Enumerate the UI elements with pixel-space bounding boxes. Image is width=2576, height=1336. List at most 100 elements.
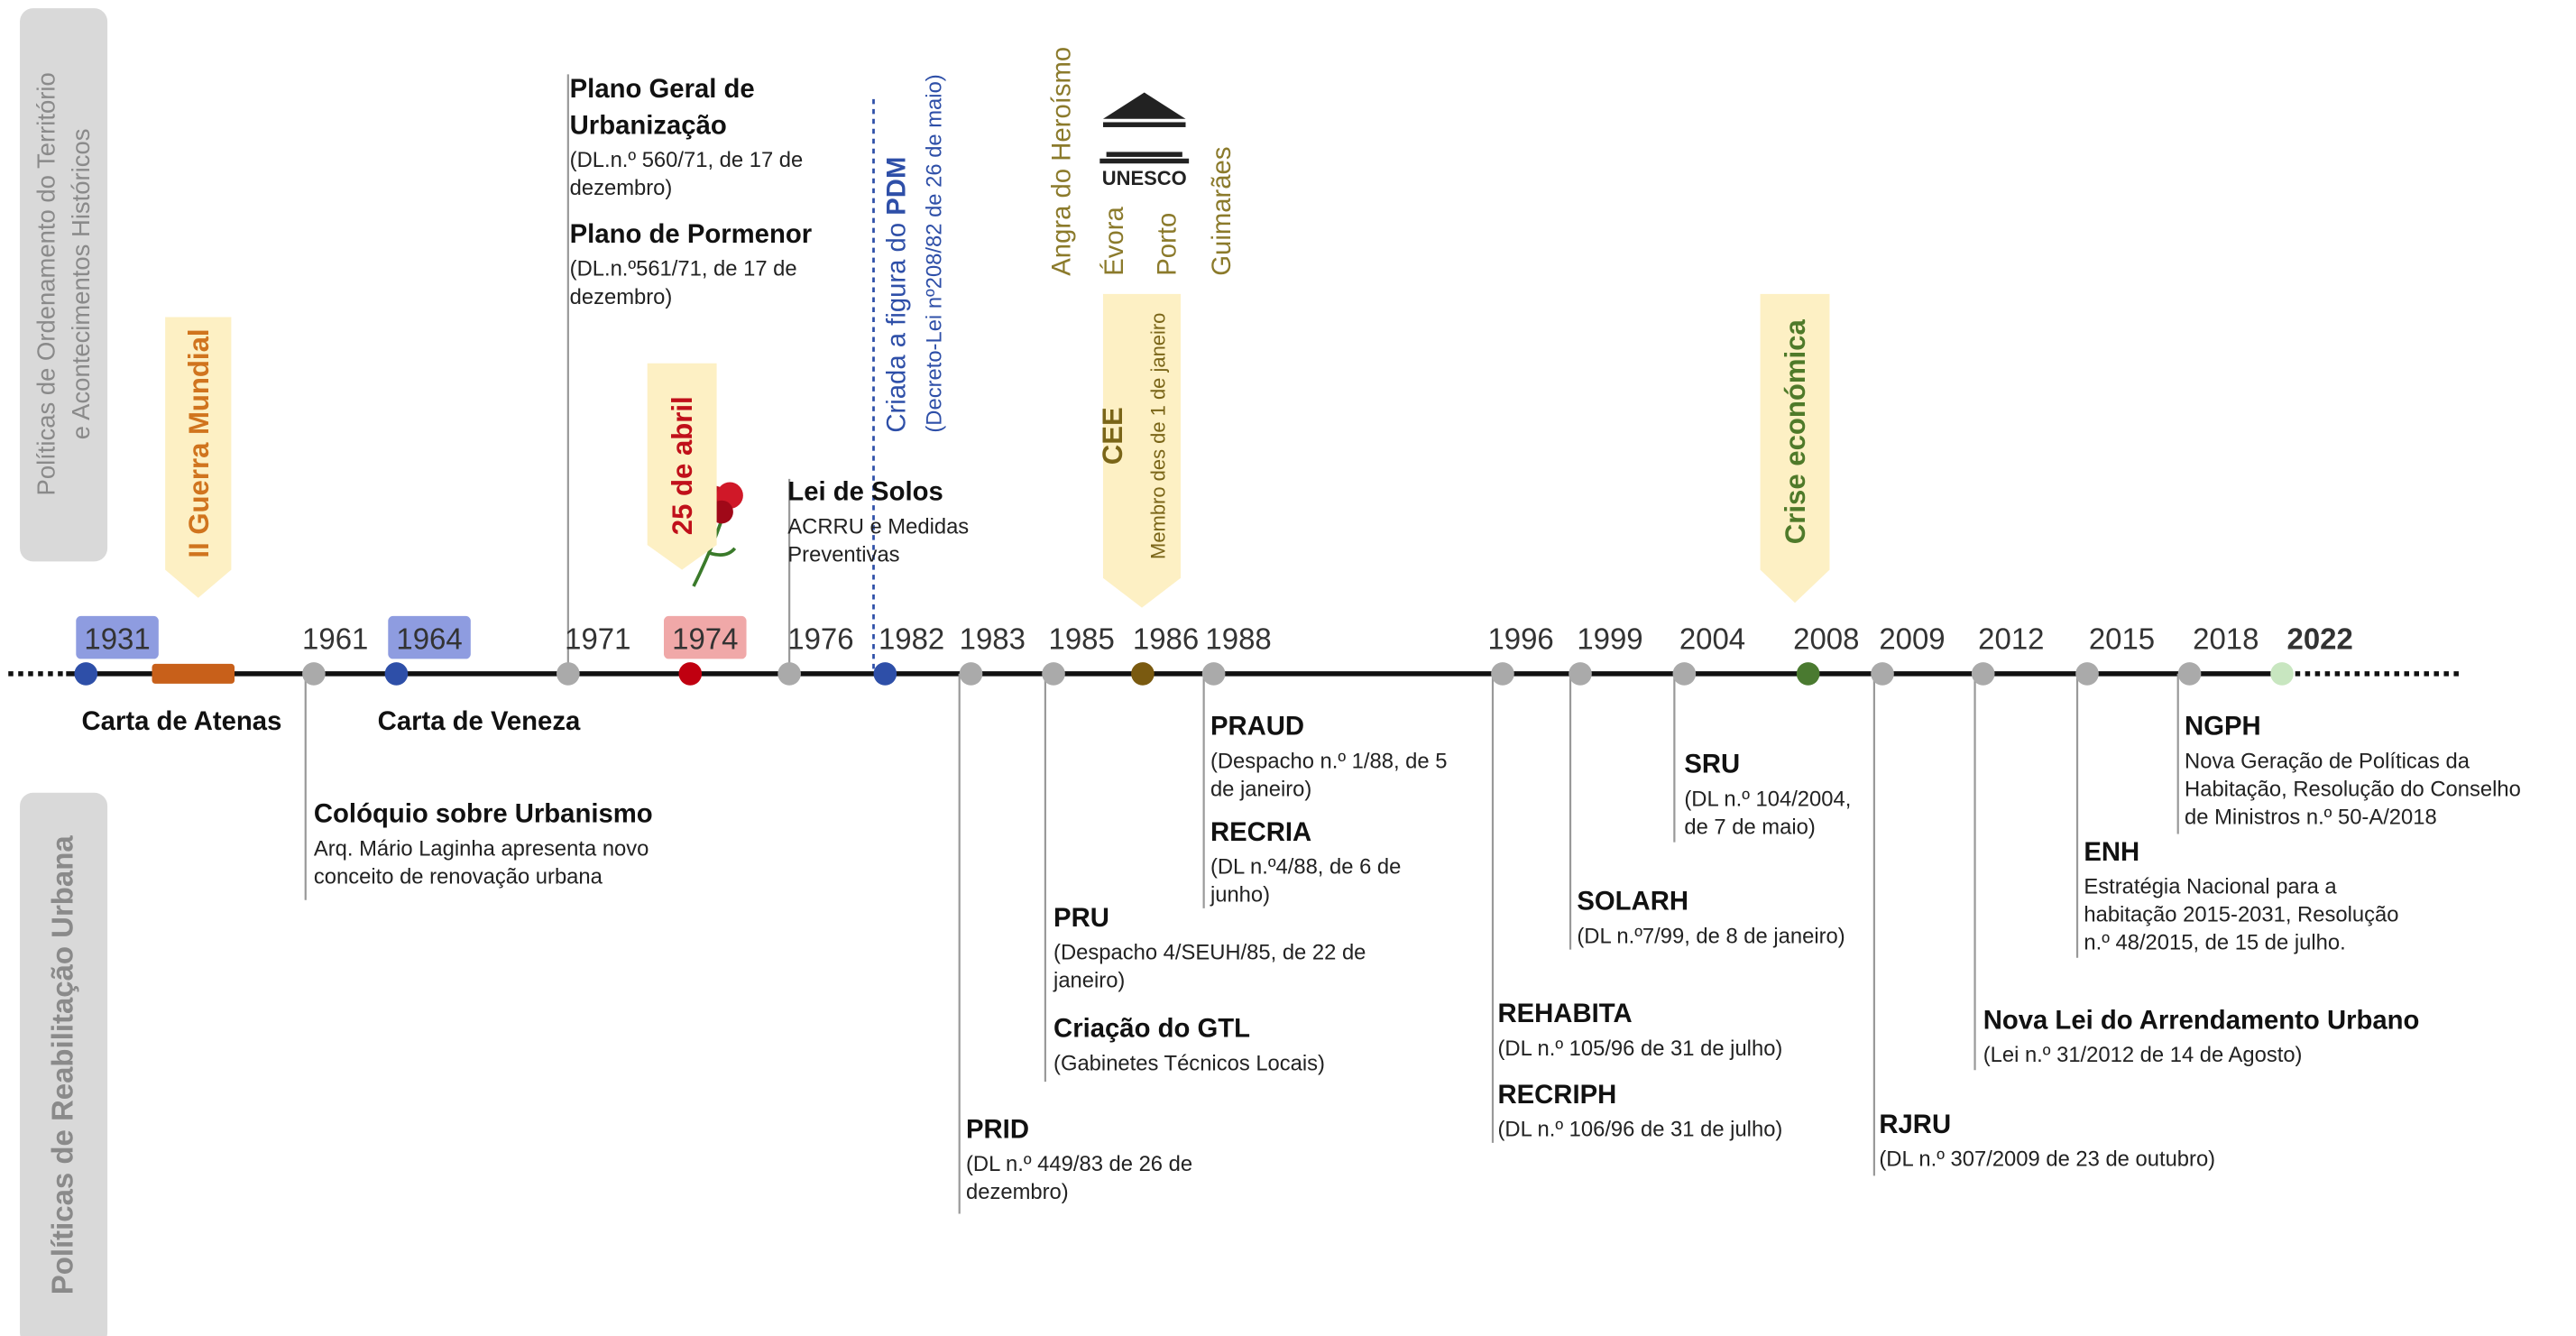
unesco-logo xyxy=(1099,92,1190,164)
charter-label: Carta de Veneza xyxy=(378,706,581,736)
event-detail: ACRRU e Medidas xyxy=(787,514,969,539)
year-dot xyxy=(1569,662,1592,686)
banner xyxy=(1760,293,1830,604)
event-title: Lei de Solos xyxy=(787,477,943,507)
banner-text: CEE xyxy=(1097,407,1128,465)
event-detail: dezembro) xyxy=(966,1180,1069,1204)
event-title: REHABITA xyxy=(1497,999,1632,1028)
event-title: PRU xyxy=(1053,903,1109,933)
event-detail: de 7 de maio) xyxy=(1684,815,1815,839)
year-label: 2022 xyxy=(2287,622,2353,655)
year-label: 1999 xyxy=(1577,622,1642,655)
year-dot xyxy=(1201,662,1226,686)
event-detail: (DL n.º4/88, de 6 de xyxy=(1210,854,1401,879)
side-label: Políticas de Reabilitação Urbana xyxy=(46,835,79,1295)
year-dot xyxy=(1491,662,1514,686)
year-label: 1974 xyxy=(672,622,738,655)
year-box xyxy=(76,615,159,659)
year-dot xyxy=(302,662,326,686)
banner-text: 25 de abril xyxy=(667,396,698,535)
event-detail: Estratégia Nacional para a xyxy=(2084,874,2337,898)
year-dot xyxy=(1672,662,1697,686)
event-title: NGPH xyxy=(2185,712,2261,742)
event-detail: (Gabinetes Técnicos Locais) xyxy=(1053,1051,1325,1075)
unesco-city: Angra do Heroísmo xyxy=(1046,47,1076,276)
banner-subtext: Membro des de 1 de janeiro xyxy=(1147,313,1170,559)
year-label: 1986 xyxy=(1133,622,1199,655)
event-detail: Nova Geração de Políticas da xyxy=(2185,749,2470,773)
event-detail: janeiro) xyxy=(1053,969,1125,993)
year-dot xyxy=(384,662,409,686)
event-detail: (DL n.º 105/96 de 31 de julho) xyxy=(1497,1037,1782,1061)
year-label: 1985 xyxy=(1049,622,1115,655)
year-label: 2008 xyxy=(1793,622,1859,655)
banner xyxy=(1102,293,1182,608)
year-label: 1982 xyxy=(879,622,944,655)
year-label: 2012 xyxy=(1978,622,2044,655)
year-label: 1983 xyxy=(960,622,1026,655)
year-dot xyxy=(557,662,580,686)
unesco-city: Évora xyxy=(1099,207,1129,276)
event-title: SRU xyxy=(1684,750,1740,779)
pdm-law: (Decreto-Lei nº208/82 de 26 de maio) xyxy=(923,74,947,432)
event-title: Criação do GTL xyxy=(1053,1014,1250,1044)
year-dot xyxy=(1131,662,1155,686)
side-label: e Acontecimentos Históricos xyxy=(67,129,95,440)
side-panel xyxy=(20,8,108,562)
year-dot xyxy=(777,662,801,686)
banner-text: Crise económica xyxy=(1780,319,1811,545)
year-label: 1961 xyxy=(302,622,368,655)
event-title: RECRIA xyxy=(1210,817,1311,847)
year-label: 1971 xyxy=(565,622,630,655)
year-box xyxy=(388,615,471,659)
year-label: 2018 xyxy=(2193,622,2259,655)
event-title: Urbanização xyxy=(570,110,727,140)
event-title: PRID xyxy=(966,1114,1029,1144)
event-detail: dezembro) xyxy=(570,176,673,200)
year-dot xyxy=(1971,662,1995,686)
year-label: 2015 xyxy=(2089,622,2155,655)
year-dot xyxy=(959,662,983,686)
event-detail: (Despacho n.º 1/88, de 5 xyxy=(1210,749,1448,773)
event-title: Plano Geral de xyxy=(570,74,755,104)
year-label: 2009 xyxy=(1879,622,1945,655)
pdm-text-part: Criada a figura do xyxy=(881,216,911,433)
year-label: 1996 xyxy=(1487,622,1553,655)
year-dot xyxy=(1796,662,1820,686)
event-detail: (DL n.º 104/2004, xyxy=(1684,787,1851,811)
event-detail: dezembro) xyxy=(570,285,673,309)
year-label: 1976 xyxy=(787,622,853,655)
event-detail: (Lei n.º 31/2012 de 14 de Agosto) xyxy=(1983,1043,2303,1067)
event-title: Colóquio sobre Urbanismo xyxy=(314,799,653,829)
event-detail: (Despacho 4/SEUH/85, de 22 de xyxy=(1053,941,1366,965)
year-dot xyxy=(678,662,703,686)
pdm-text: Criada a figura do PDM xyxy=(881,157,911,433)
event-detail: junho) xyxy=(1210,883,1270,908)
year-dot xyxy=(1871,662,1894,686)
event-detail: (DL.n.º561/71, de 17 de xyxy=(570,257,797,281)
unesco-city: Porto xyxy=(1153,213,1182,276)
year-dot xyxy=(2177,662,2202,686)
event-detail: (DL n.º 449/83 de 26 de xyxy=(966,1152,1192,1176)
event-detail: (DL.n.º 560/71, de 17 de xyxy=(570,148,804,172)
banner-text: II Guerra Mundial xyxy=(183,328,215,557)
event-detail: (DL n.º 106/96 de 31 de julho) xyxy=(1497,1117,1782,1141)
banner xyxy=(165,317,232,598)
event-title: Plano de Pormenor xyxy=(570,219,812,249)
unesco-logo-text: UNESCO xyxy=(1102,167,1187,189)
year-dot xyxy=(1042,662,1065,686)
year-dot xyxy=(2075,662,2099,686)
event-title: ENH xyxy=(2084,837,2139,867)
event-title: Nova Lei do Arrendamento Urbano xyxy=(1983,1005,2420,1035)
year-label: 1964 xyxy=(396,622,462,655)
pdm-emphasis: PDM xyxy=(881,157,911,216)
event-detail: de janeiro) xyxy=(1210,777,1311,801)
event-detail: de Ministros n.º 50-A/2018 xyxy=(2185,805,2437,829)
year-label: 1931 xyxy=(84,622,150,655)
unesco-city: Guimarães xyxy=(1207,147,1237,276)
event-title: SOLARH xyxy=(1577,887,1688,917)
year-label: 2004 xyxy=(1679,622,1745,655)
event-title: RECRIPH xyxy=(1497,1080,1616,1110)
year-label: 1988 xyxy=(1205,622,1271,655)
